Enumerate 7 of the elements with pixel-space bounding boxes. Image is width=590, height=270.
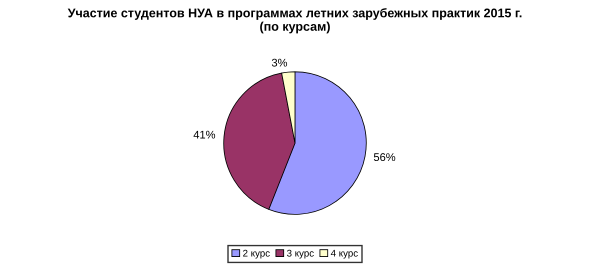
data-label: 3% (272, 58, 288, 67)
legend-label: 4 курс (330, 250, 358, 259)
data-label: 56% (374, 153, 396, 162)
legend-label: 3 курс (286, 250, 314, 259)
legend-label: 2 курс (243, 250, 270, 259)
data-label: 41% (194, 130, 216, 139)
chart-title: Участие студентов НУА в программах летних зарубежных практик 2015 г. (по курсам) (68, 8, 522, 34)
